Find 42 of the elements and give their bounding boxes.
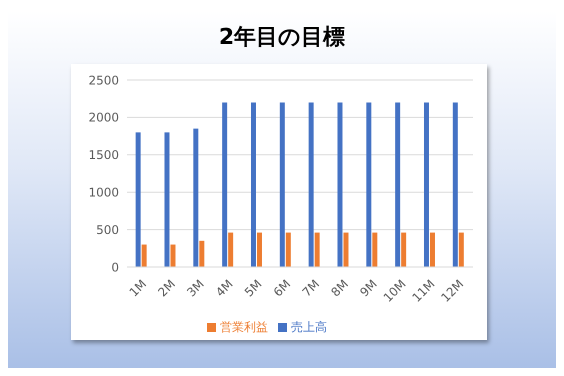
- x-tick-label: 3M: [184, 276, 207, 300]
- bar: [308, 102, 314, 267]
- x-tick-label: 4M: [213, 276, 236, 300]
- y-tick-label: 2000: [88, 110, 119, 125]
- y-tick-label: 0: [111, 260, 119, 274]
- x-tick-label: 8M: [328, 276, 352, 300]
- legend-label: 営業利益: [220, 320, 268, 334]
- bar: [170, 244, 176, 267]
- bar: [458, 232, 464, 267]
- x-tick-label: 6M: [270, 276, 294, 300]
- bar: [395, 102, 400, 267]
- bar: [142, 244, 147, 267]
- bar: [250, 102, 256, 267]
- bar: [337, 102, 342, 267]
- bar: [424, 102, 429, 267]
- bar: [193, 128, 198, 267]
- x-tick-label: 9M: [357, 276, 380, 300]
- bar: [286, 232, 291, 267]
- chart-title: 2年目の目標: [218, 24, 346, 52]
- bar: [222, 102, 228, 267]
- bar: [228, 232, 234, 267]
- bar: [136, 132, 141, 267]
- bar: [314, 232, 320, 267]
- y-tick-label: 1000: [88, 185, 119, 200]
- bar: [430, 232, 435, 267]
- bar: [452, 102, 458, 267]
- bar: [164, 132, 170, 267]
- bar: [199, 240, 204, 267]
- bar: [256, 232, 262, 267]
- x-tick-label: 1M: [126, 276, 150, 300]
- x-tick-label: 7M: [300, 276, 322, 300]
- bar: [401, 232, 406, 267]
- y-tick-label: 1500: [88, 148, 119, 162]
- bar: [366, 102, 372, 267]
- y-tick-label: 500: [96, 222, 119, 237]
- legend-label: 売上高: [291, 320, 327, 334]
- x-tick-label: 2M: [155, 276, 178, 300]
- bar: [372, 232, 378, 267]
- bar: [280, 102, 285, 267]
- bar: [343, 232, 348, 267]
- y-tick-label: 2500: [88, 73, 119, 88]
- x-tick-label: 5M: [242, 276, 265, 300]
